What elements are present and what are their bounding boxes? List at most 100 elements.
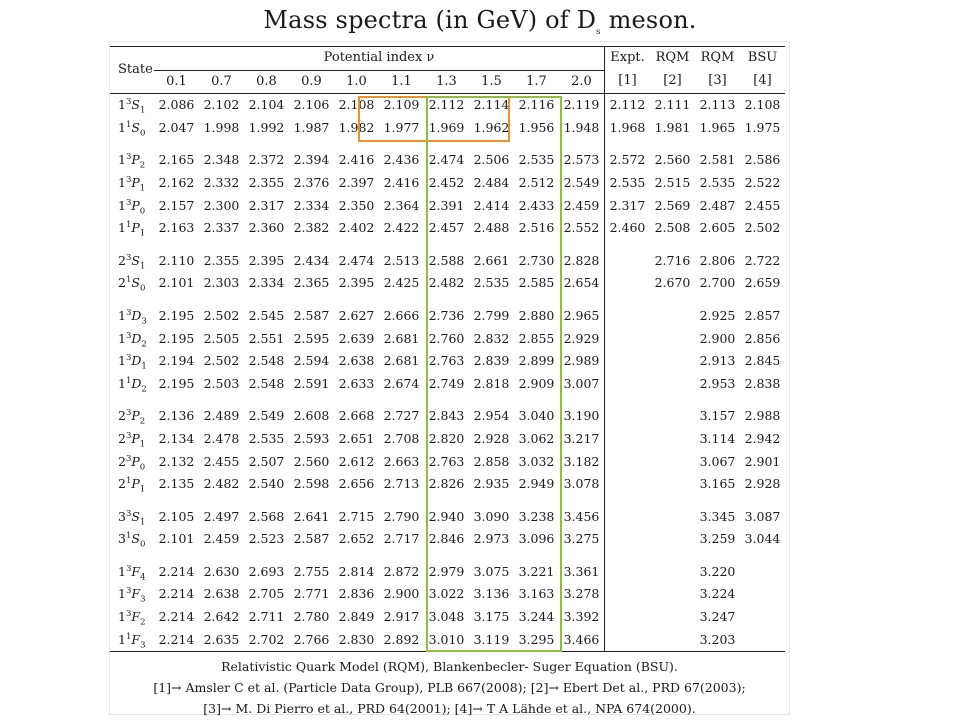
mass-value: 2.433 bbox=[518, 197, 555, 213]
mass-value: 1.962 bbox=[473, 119, 510, 135]
state-spin: 1 bbox=[125, 531, 132, 542]
mass-value: 2.814 bbox=[338, 563, 375, 579]
nu-header-cell: 1.3 bbox=[436, 73, 457, 89]
mass-value bbox=[650, 305, 695, 328]
mass-value: 2.899 bbox=[518, 353, 555, 369]
state-label: 13D2 bbox=[110, 328, 154, 351]
group-spacer bbox=[110, 139, 785, 150]
state-j: 0 bbox=[139, 206, 146, 217]
mass-value: 2.627 bbox=[338, 307, 375, 323]
mass-value: 2.214 bbox=[158, 609, 195, 625]
footer-line-2: [1]→ Amsler C et al. (Particle Data Grou… bbox=[153, 680, 746, 695]
rqm2-header: RQM bbox=[655, 50, 690, 66]
state-l: S bbox=[131, 97, 140, 113]
state-n: 1 bbox=[118, 152, 126, 168]
mass-value: 1.969 bbox=[428, 119, 465, 135]
mass-value: 2.317 bbox=[609, 197, 646, 213]
table-row: 23S1 2.110 2.355 2.395 2.434 2.474 2.513 2.588 2… bbox=[110, 249, 785, 273]
nu-header-cell: 0.9 bbox=[301, 73, 322, 89]
mass-value: 2.105 bbox=[158, 508, 195, 524]
mass-value bbox=[605, 561, 651, 584]
mass-value: 2.109 bbox=[383, 97, 420, 113]
state-l: P bbox=[131, 174, 140, 190]
state-l: S bbox=[131, 531, 140, 547]
mass-value: 2.364 bbox=[383, 197, 420, 213]
state-label: 13F4 bbox=[110, 561, 154, 584]
mass-value: 2.979 bbox=[428, 563, 465, 579]
mass-value: 2.560 bbox=[654, 152, 691, 168]
mass-value: 2.535 bbox=[518, 152, 555, 168]
state-spin: 3 bbox=[125, 608, 132, 619]
mass-value: 2.872 bbox=[383, 563, 420, 579]
page-title: Mass spectra (in GeV) of Ds meson. bbox=[0, 6, 960, 36]
group-spacer bbox=[110, 294, 785, 305]
mass-value: 2.965 bbox=[559, 304, 605, 328]
ref-header-cell: [2] bbox=[663, 73, 682, 89]
mass-value: 3.238 bbox=[518, 508, 555, 524]
mass-value: 2.568 bbox=[248, 508, 285, 524]
mass-value bbox=[605, 350, 651, 373]
mass-value: 2.771 bbox=[293, 586, 330, 602]
state-j: 1 bbox=[139, 439, 146, 450]
mass-value: 2.612 bbox=[338, 453, 375, 469]
mass-value: 2.630 bbox=[203, 563, 240, 579]
mass-value: 2.651 bbox=[338, 430, 375, 446]
mass-value: 2.391 bbox=[428, 197, 465, 213]
mass-value: 2.414 bbox=[473, 197, 510, 213]
mass-value: 2.846 bbox=[428, 531, 465, 547]
mass-value: 2.214 bbox=[158, 586, 195, 602]
ref-header-cell: [4] bbox=[753, 73, 772, 89]
mass-value: 2.355 bbox=[248, 174, 285, 190]
state-n: 1 bbox=[118, 174, 126, 190]
mass-value: 2.108 bbox=[744, 97, 781, 113]
mass-value: 2.348 bbox=[203, 152, 240, 168]
mass-value: 2.459 bbox=[559, 194, 605, 218]
mass-value: 2.760 bbox=[428, 330, 465, 346]
mass-value: 2.595 bbox=[293, 330, 330, 346]
mass-value: 2.101 bbox=[158, 275, 195, 291]
expt-header: Expt. bbox=[604, 46, 650, 71]
mass-value: 2.799 bbox=[473, 307, 510, 323]
mass-value: 3.361 bbox=[559, 560, 605, 584]
mass-value: 2.214 bbox=[158, 563, 195, 579]
mass-value: 2.638 bbox=[203, 586, 240, 602]
mass-value: 2.857 bbox=[744, 307, 781, 323]
mass-value: 2.134 bbox=[158, 430, 195, 446]
state-label: 13F2 bbox=[110, 606, 154, 629]
mass-value: 2.195 bbox=[158, 307, 195, 323]
mass-value: 3.096 bbox=[518, 531, 555, 547]
mass-value: 3.165 bbox=[699, 476, 736, 492]
mass-value: 2.101 bbox=[158, 531, 195, 547]
table-row: 13P0 2.157 2.300 2.317 2.334 2.350 2.364 2.391 2… bbox=[110, 194, 785, 218]
mass-value: 1.975 bbox=[744, 119, 781, 135]
mass-value bbox=[650, 506, 695, 529]
mass-value: 2.598 bbox=[293, 476, 330, 492]
ref-header-cell: [3] bbox=[708, 73, 727, 89]
state-n: 1 bbox=[118, 563, 126, 579]
mass-value: 2.360 bbox=[248, 220, 285, 236]
mass-value: 3.466 bbox=[559, 628, 605, 653]
footer-line-3: [3]→ M. Di Pierro et al., PRD 64(2001); … bbox=[203, 701, 696, 716]
mass-value: 2.523 bbox=[248, 531, 285, 547]
state-n: 2 bbox=[118, 430, 126, 446]
mass-value: 3.278 bbox=[559, 583, 605, 607]
state-j: 2 bbox=[139, 416, 146, 427]
state-label: 21S0 bbox=[110, 272, 154, 295]
rqm3-header: RQM bbox=[700, 50, 735, 66]
nu-header-cell: 0.7 bbox=[211, 73, 232, 89]
mass-value: 2.086 bbox=[158, 97, 195, 113]
mass-value: 3.078 bbox=[559, 473, 605, 496]
state-n: 1 bbox=[118, 220, 126, 236]
mass-value: 2.484 bbox=[473, 174, 510, 190]
mass-value: 2.736 bbox=[428, 307, 465, 323]
mass-value: 2.901 bbox=[744, 453, 781, 469]
mass-value: 2.540 bbox=[248, 476, 285, 492]
mass-value: 2.949 bbox=[518, 476, 555, 492]
state-l: D bbox=[131, 330, 142, 346]
mass-value: 2.988 bbox=[744, 408, 781, 424]
mass-value: 2.535 bbox=[248, 430, 285, 446]
mass-value: 2.925 bbox=[699, 307, 736, 323]
state-n: 2 bbox=[118, 453, 126, 469]
mass-value bbox=[605, 305, 651, 328]
mass-value: 3.157 bbox=[699, 408, 736, 424]
